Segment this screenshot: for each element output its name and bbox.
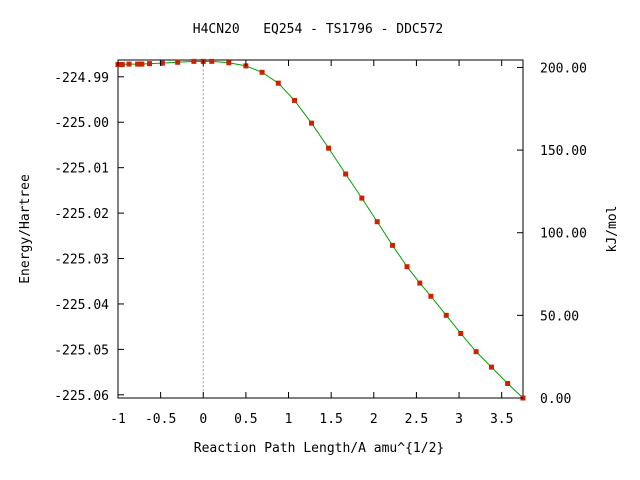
x-tick-label: 0	[199, 412, 207, 427]
data-point	[291, 97, 297, 103]
data-point	[390, 242, 396, 248]
y2-tick-label: 0.00	[540, 392, 571, 407]
chart-title: H4CN20 EQ254 - TS1796 - DDC572	[193, 22, 443, 37]
plot-frame	[117, 59, 524, 399]
data-point	[343, 171, 349, 177]
data-point	[326, 145, 332, 151]
x-tick-label: -0.5	[145, 412, 176, 427]
y-tick-label: -225.03	[54, 253, 109, 268]
y-tick-label: -225.00	[54, 116, 109, 131]
data-point	[359, 195, 365, 201]
x-tick-label: 1.5	[319, 412, 342, 427]
x-tick-label: 3	[455, 412, 463, 427]
data-point	[119, 62, 125, 68]
y2-tick-label: 100.00	[540, 227, 587, 242]
data-point	[259, 69, 265, 75]
data-point	[159, 60, 165, 66]
y-tick-label: -225.04	[54, 298, 109, 313]
x-tick-label: 3.5	[490, 412, 513, 427]
data-point	[428, 293, 434, 299]
data-point	[139, 61, 145, 67]
data-point	[175, 59, 181, 65]
data-point	[374, 219, 380, 225]
y-tick-label: -225.02	[54, 207, 109, 222]
y-tick-label: -225.06	[54, 389, 109, 404]
data-point	[147, 61, 153, 67]
x-tick-label: -1	[110, 412, 126, 427]
x-tick-label: 1	[285, 412, 293, 427]
data-point	[458, 330, 464, 336]
x-tick-label: 0.5	[234, 412, 257, 427]
data-point	[209, 58, 215, 64]
data-point	[404, 264, 410, 270]
x-axis-label: Reaction Path Length/A amu^{1/2}	[194, 441, 444, 456]
y-axis-label: Energy/Hartree	[18, 174, 33, 284]
data-point	[473, 349, 479, 355]
data-point	[488, 364, 494, 370]
data-point	[505, 380, 511, 386]
data-point	[191, 58, 197, 64]
data-point	[135, 61, 141, 67]
x-tick-label: 2.5	[405, 412, 428, 427]
y2-axis-label: kJ/mol	[605, 206, 620, 253]
data-point	[226, 60, 232, 66]
y2-tick-label: 150.00	[540, 144, 587, 159]
data-point	[417, 280, 423, 286]
data-point	[443, 312, 449, 318]
y-tick-label: -224.99	[54, 71, 109, 86]
data-point	[126, 61, 132, 67]
data-point	[309, 120, 315, 126]
x-tick-label: 2	[370, 412, 378, 427]
y-tick-label: -225.01	[54, 162, 109, 177]
y-tick-label: -225.05	[54, 343, 109, 358]
y2-tick-label: 50.00	[540, 309, 579, 324]
data-point	[275, 80, 281, 86]
y2-tick-label: 200.00	[540, 61, 587, 76]
